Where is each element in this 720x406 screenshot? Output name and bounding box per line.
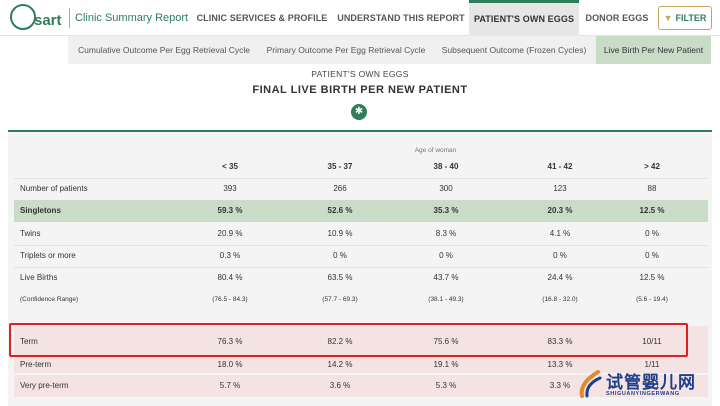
watermark-logo-icon bbox=[579, 370, 602, 398]
funnel-icon: ▼ bbox=[663, 13, 673, 23]
table-row: Twins 20.9 % 10.9 % 8.3 % 4.1 % 0 % bbox=[14, 229, 708, 241]
site-watermark: 试管婴儿网 SHIGUANYINGERWANG bbox=[578, 366, 716, 402]
row-divider bbox=[14, 178, 708, 179]
column-header: < 35 bbox=[222, 162, 238, 171]
table-cell: 19.1 % bbox=[433, 360, 459, 369]
table-cell: 88 bbox=[647, 184, 657, 193]
table-cell: 43.7 % bbox=[433, 273, 459, 282]
table-cell: 52.6 % bbox=[327, 206, 353, 215]
row-label: Very pre-term bbox=[20, 381, 69, 390]
table-cell: 20.3 % bbox=[547, 206, 573, 215]
table-row-singletons: Singletons 59.3 % 52.6 % 35.3 % 20.3 % 1… bbox=[14, 200, 708, 222]
table-cell: 76.3 % bbox=[217, 337, 243, 346]
table-cell: 10/11 bbox=[642, 337, 662, 346]
table-row: Triplets or more 0.3 % 0 % 0 % 0 % 0 % bbox=[14, 251, 708, 263]
table-cell: 123 bbox=[553, 184, 567, 193]
table-cell: 12.5 % bbox=[639, 273, 665, 282]
row-label: Triplets or more bbox=[20, 251, 76, 260]
tab-clinic-services[interactable]: CLINIC SERVICES & PROFILE bbox=[196, 13, 328, 23]
logo-text: sart bbox=[34, 12, 62, 29]
table-cell: 10.9 % bbox=[327, 229, 353, 238]
column-header: > 42 bbox=[644, 162, 660, 171]
table-cell: (38.1 - 49.3) bbox=[428, 296, 464, 303]
table-cell: 0 % bbox=[645, 251, 659, 260]
table-cell: 300 bbox=[439, 184, 453, 193]
subtab-primary-outcome[interactable]: Primary Outcome Per Egg Retrieval Cycle bbox=[266, 45, 426, 55]
subtab-live-birth-per-patient[interactable]: Live Birth Per New Patient bbox=[596, 36, 711, 64]
table-cell: 0/11 bbox=[644, 381, 660, 390]
filter-button[interactable]: ▼ FILTER bbox=[658, 6, 712, 30]
tab-donor-eggs[interactable]: DONOR EGGS bbox=[585, 13, 649, 23]
table-cell: 0 % bbox=[645, 229, 659, 238]
table-cell: 35.3 % bbox=[433, 206, 459, 215]
table-cell: 1/11 bbox=[644, 360, 660, 369]
tab-patients-own-eggs[interactable]: PATIENT'S OWN EGGS bbox=[469, 0, 579, 36]
row-label: Pre-term bbox=[20, 360, 52, 369]
table-cell: 8.3 % bbox=[435, 229, 457, 238]
column-header: 35 - 37 bbox=[327, 162, 353, 171]
row-label: Live Births bbox=[20, 273, 58, 282]
page-title: FINAL LIVE BIRTH PER NEW PATIENT bbox=[252, 84, 468, 96]
row-label: (Confidence Range) bbox=[20, 296, 79, 303]
column-header: 38 - 40 bbox=[433, 162, 459, 171]
sub-navigation-bar: Cumulative Outcome Per Egg Retrieval Cyc… bbox=[68, 36, 711, 64]
table-cell: 14.2 % bbox=[327, 360, 353, 369]
table-cell: 83.3 % bbox=[547, 337, 573, 346]
table-cell: 0 % bbox=[439, 251, 453, 260]
row-divider bbox=[14, 245, 708, 246]
column-header: 41 - 42 bbox=[547, 162, 573, 171]
table-cell: 75.6 % bbox=[433, 337, 459, 346]
table-cell: (5.6 - 19.4) bbox=[636, 296, 668, 303]
table-cell: 3.3 % bbox=[549, 381, 571, 390]
top-navigation-bar: sart Clinic Summary Report CLINIC SERVIC… bbox=[0, 0, 720, 36]
table-cell: 393 bbox=[223, 184, 237, 193]
watermark-subtext: SHIGUANYINGERWANG bbox=[606, 391, 680, 397]
row-divider bbox=[14, 267, 708, 268]
row-label: Term bbox=[20, 337, 38, 346]
watermark-text: 试管婴儿网 bbox=[606, 373, 696, 393]
tab-understand-report[interactable]: UNDERSTAND THIS REPORT bbox=[337, 13, 465, 23]
table-row: Pre-term 18.0 % 14.2 % 19.1 % 13.3 % 1/1… bbox=[14, 356, 708, 373]
row-label: Number of patients bbox=[20, 184, 88, 193]
table-cell: 266 bbox=[333, 184, 347, 193]
logo-ring-icon bbox=[10, 4, 36, 30]
table-cell: 63.5 % bbox=[327, 273, 353, 282]
table-row: Very pre-term 5.7 % 3.6 % 5.3 % 3.3 % 0/… bbox=[14, 375, 708, 397]
table-cell: (57.7 - 69.3) bbox=[322, 296, 358, 303]
subtab-cumulative-outcome[interactable]: Cumulative Outcome Per Egg Retrieval Cyc… bbox=[78, 45, 250, 55]
age-caption: Age of woman bbox=[414, 147, 457, 154]
table-row: (Confidence Range) (76.5 - 84.3) (57.7 -… bbox=[14, 296, 708, 306]
report-title: Clinic Summary Report bbox=[75, 12, 189, 24]
row-label: Twins bbox=[20, 229, 41, 238]
table-cell: (76.5 - 84.3) bbox=[212, 296, 248, 303]
table-header-row: < 35 35 - 37 38 - 40 41 - 42 > 42 bbox=[14, 162, 708, 174]
row-label: Singletons bbox=[20, 206, 61, 215]
table-row: Number of patients 393 266 300 123 88 bbox=[14, 184, 708, 196]
table-cell: 0.3 % bbox=[219, 251, 241, 260]
subtab-subsequent-outcome[interactable]: Subsequent Outcome (Frozen Cycles) bbox=[441, 45, 587, 55]
table-cell: 0 % bbox=[333, 251, 347, 260]
table-cell: 5.7 % bbox=[219, 381, 241, 390]
table-cell: 18.0 % bbox=[217, 360, 243, 369]
section-kicker: PATIENT'S OWN EGGS bbox=[311, 69, 409, 79]
table-cell: 20.9 % bbox=[217, 229, 243, 238]
table-cell: 24.4 % bbox=[547, 273, 573, 282]
asterisk-icon[interactable]: ✱ bbox=[351, 104, 367, 120]
table-cell: (16.8 - 32.0) bbox=[542, 296, 578, 303]
filter-label: FILTER bbox=[675, 13, 707, 23]
table-row-term: Term 76.3 % 82.2 % 75.6 % 83.3 % 10/11 bbox=[14, 326, 708, 356]
table-cell: 82.2 % bbox=[327, 337, 353, 346]
table-cell: 5.3 % bbox=[435, 381, 457, 390]
table-cell: 3.6 % bbox=[329, 381, 351, 390]
term-row-highlight bbox=[9, 323, 688, 357]
table-cell: 13.3 % bbox=[547, 360, 573, 369]
table-cell: 4.1 % bbox=[549, 229, 571, 238]
brand-divider bbox=[69, 8, 70, 28]
table-cell: 12.5 % bbox=[639, 206, 665, 215]
table-cell: 80.4 % bbox=[217, 273, 243, 282]
sart-logo[interactable]: sart bbox=[10, 4, 68, 32]
table-cell: 0 % bbox=[553, 251, 567, 260]
table-cell: 59.3 % bbox=[217, 206, 243, 215]
table-row: Live Births 80.4 % 63.5 % 43.7 % 24.4 % … bbox=[14, 273, 708, 285]
